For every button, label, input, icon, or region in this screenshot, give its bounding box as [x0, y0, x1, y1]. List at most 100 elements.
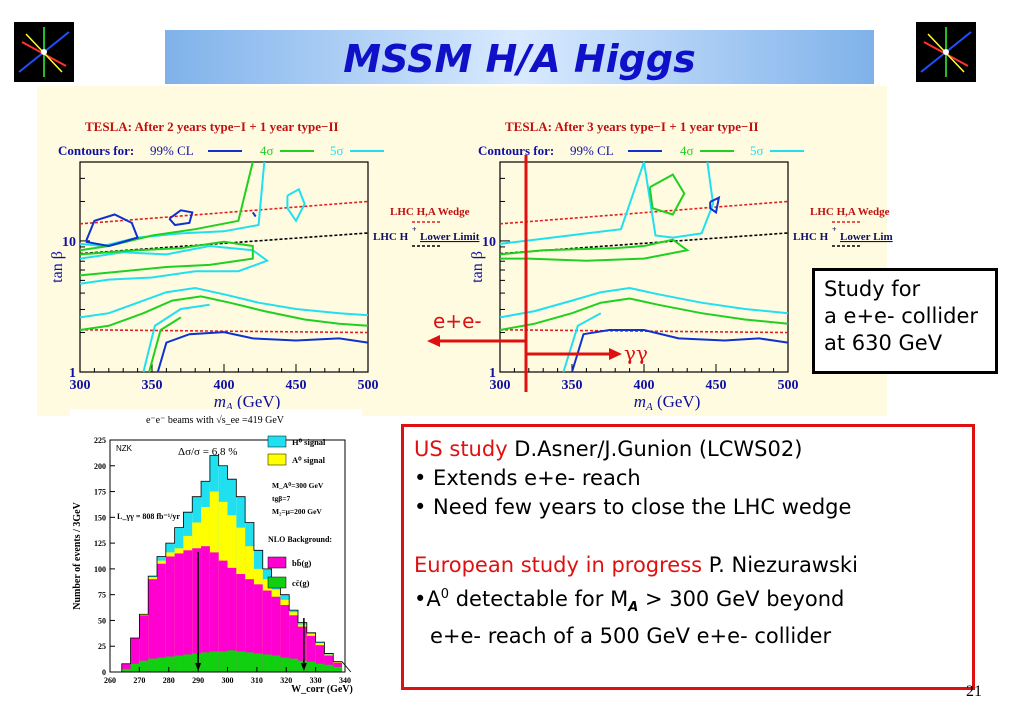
hist-param: M₂=μ=200 GeV	[272, 507, 322, 516]
hist-param: M_A⁰=300 GeV	[272, 481, 324, 490]
bar-bb	[130, 637, 140, 672]
contour-4sigma-lower-left	[148, 316, 182, 373]
bar-cc	[245, 652, 254, 672]
contour-5sigma-right	[643, 161, 715, 239]
lhc-line	[79, 328, 369, 334]
side-label-wedge: LHC H,A Wedge	[390, 206, 470, 218]
bar-bb	[298, 626, 307, 672]
hist-x-tick-label: 260	[104, 676, 116, 685]
hist-legend-swatch	[267, 556, 287, 569]
hist-legend-swatch	[267, 435, 287, 448]
bullet-a0-cont: e+e- reach of a 500 GeV e+e- collider	[430, 624, 832, 649]
hist-legend-label: H⁰ signal	[292, 437, 326, 447]
right-logo	[916, 22, 976, 82]
hist-legend-swatch	[267, 576, 287, 589]
legend-label: 4σ	[680, 143, 694, 158]
x-tick-label: 350	[562, 378, 583, 393]
legend-label: 99% CL	[150, 143, 194, 158]
hist-y-tick-label: 200	[94, 462, 106, 471]
bar-bb	[236, 574, 246, 672]
contour-5sigma-lower	[79, 286, 369, 319]
contour-4sigma-mid	[499, 238, 690, 262]
bar-bb	[183, 550, 193, 672]
bar-bb	[227, 567, 237, 672]
hist-y-tick-label: 150	[94, 513, 106, 522]
contour-5sigma-mid	[79, 244, 270, 285]
bar-cc	[183, 654, 193, 672]
contour-99cl-lower	[156, 331, 369, 373]
x-tick-label: 350	[142, 378, 163, 393]
study-line-1: Study for	[824, 277, 921, 301]
hist-x-tick-label: 320	[280, 676, 292, 685]
hist-y-tick-label: 50	[98, 616, 106, 625]
x-tick-label: 500	[778, 378, 799, 393]
contour-4sigma-island	[648, 173, 686, 216]
bar-bb	[271, 596, 281, 672]
y-axis-label: tan β	[469, 251, 486, 283]
hist-legend-label: cc̄(g)	[292, 578, 310, 588]
bullet-a0-sup: 0	[440, 587, 450, 602]
bar-bb	[262, 590, 272, 672]
bar-cc	[271, 655, 281, 672]
lhc-line	[79, 232, 369, 255]
x-tick-label: 300	[490, 378, 511, 393]
side-label-lower: Lower Lim	[840, 231, 893, 243]
histogram: e⁻e⁻ beams with √s_ee =419 GeV 0 25 50 75 100…	[70, 409, 362, 701]
y-tick-label: 10	[482, 235, 496, 250]
hist-x-tick-label: 340	[339, 676, 351, 685]
contour-4sigma-mid	[79, 240, 254, 277]
bar-cc	[209, 651, 219, 672]
x-tick-label: 500	[358, 378, 379, 393]
hist-arrow-head	[195, 663, 202, 671]
lhc-line	[499, 200, 789, 225]
contour-title: TESLA: After 3 years type−I + 1 year typ…	[505, 119, 759, 134]
hist-x-tick-label: 300	[222, 676, 234, 685]
contour-5sigma-upper	[499, 161, 645, 245]
bar-bb	[245, 579, 254, 672]
x-axis-label: mA (GeV)	[634, 392, 701, 413]
contour-5sigma-lower-left	[142, 303, 210, 373]
us-study-line: US study D.Asner/J.Gunion (LCWS02)	[414, 435, 972, 464]
contour-5sigma-island	[286, 187, 306, 223]
bullet-a0: •A0 detectable for MA > 300 GeV beyond	[414, 580, 972, 622]
hist-y-tick-label: 100	[94, 565, 106, 574]
bar-cc	[289, 658, 298, 672]
bar-cc	[218, 651, 228, 672]
bar-bb	[306, 635, 316, 672]
bar-bb	[139, 615, 149, 672]
contour-title: TESLA: After 2 years type−I + 1 year typ…	[85, 119, 339, 134]
hist-y-tick-label: 75	[98, 591, 106, 600]
hist-y-tick-label: 0	[102, 668, 106, 677]
bar-cc	[306, 661, 316, 672]
contour-4sigma-upper	[79, 161, 254, 252]
bar-cc	[227, 650, 237, 672]
us-study-authors: D.Asner/J.Gunion (LCWS02)	[507, 437, 803, 461]
legend-label: 5σ	[750, 143, 764, 158]
bar-cc	[236, 651, 246, 672]
contour-4sigma-lower	[79, 295, 369, 331]
bar-cc	[174, 655, 184, 672]
hist-legend-label: bb̄(g)	[292, 558, 312, 568]
bar-bb	[280, 604, 290, 672]
title-bar	[165, 30, 874, 84]
side-label-plus: +	[832, 225, 837, 234]
contour-5sigma-lower-left	[562, 312, 602, 373]
ee-reach-label: e+e-	[433, 309, 482, 333]
x-tick-label: 450	[286, 378, 307, 393]
study-box: Study for a e+e- collider at 630 GeV	[812, 268, 998, 374]
bar-bb	[209, 552, 219, 672]
eu-study-line: European study in progress P. Niezurawsk…	[414, 551, 972, 580]
bar-cc	[121, 668, 131, 672]
legend-label: 5σ	[330, 143, 344, 158]
hist-x-tick-label: 290	[192, 676, 204, 685]
bar-cc	[253, 653, 263, 672]
hist-legend-swatch	[267, 453, 287, 466]
hist-legend-label: A⁰ signal	[292, 455, 326, 465]
contour-plot-2: TESLA: After 3 years type−I + 1 year typ…	[469, 119, 893, 413]
bar-bb	[192, 548, 202, 672]
y-axis-label: tan β	[49, 251, 66, 283]
side-label-hplus: LHC H	[793, 231, 829, 243]
hist-tag: NZK	[116, 444, 133, 453]
hist-y-tick-label: 225	[94, 436, 106, 445]
study-line-3: at 630 GeV	[824, 331, 943, 355]
